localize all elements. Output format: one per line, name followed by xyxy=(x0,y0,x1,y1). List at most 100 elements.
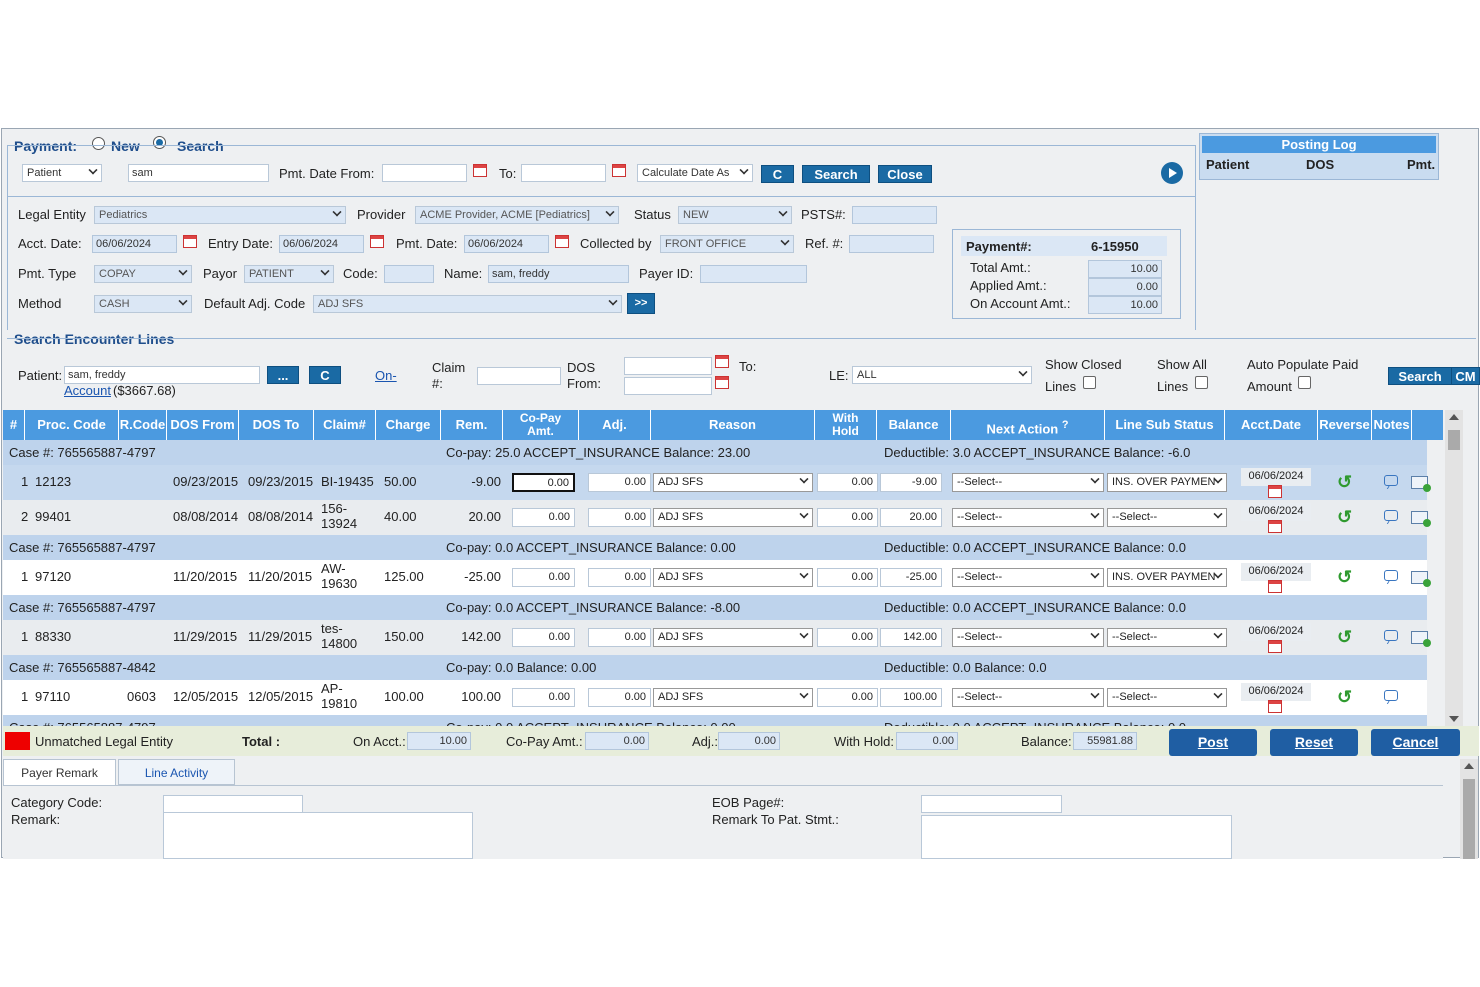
remark-textarea[interactable] xyxy=(163,812,473,859)
ref-input[interactable] xyxy=(849,235,934,253)
status-select[interactable]: NEW xyxy=(678,206,792,224)
show-closed-checkbox[interactable] xyxy=(1083,376,1096,389)
code-input[interactable] xyxy=(384,265,434,283)
legal-entity-select[interactable]: Pediatrics xyxy=(94,206,346,224)
category-code-input[interactable] xyxy=(163,795,303,813)
col-notes[interactable]: Notes xyxy=(1372,410,1412,440)
acct-date-value[interactable]: 06/06/2024 xyxy=(1241,683,1311,701)
search-button[interactable]: Search xyxy=(802,165,870,183)
acct-date-value[interactable]: 06/06/2024 xyxy=(1241,503,1311,521)
next-action-select[interactable]: --Select-- xyxy=(952,473,1104,492)
line-sub-status-select[interactable]: INS. OVER PAYMEN xyxy=(1107,568,1227,587)
copay-input[interactable]: 0.00 xyxy=(512,473,575,492)
pmt-date-from-input[interactable] xyxy=(382,164,467,182)
line-activity-icon[interactable] xyxy=(1411,631,1431,647)
calendar-icon[interactable] xyxy=(1268,700,1282,713)
col-line-sub-status[interactable]: Line Sub Status xyxy=(1105,410,1225,440)
line-activity-icon[interactable] xyxy=(1411,476,1431,492)
line-sub-status-select[interactable]: --Select-- xyxy=(1107,508,1227,527)
payor-select[interactable]: PATIENT xyxy=(244,265,334,283)
calculate-date-select[interactable]: Calculate Date As xyxy=(637,164,753,182)
calendar-icon[interactable] xyxy=(1268,640,1282,653)
reason-select[interactable]: ADJ SFS xyxy=(653,568,813,587)
table-row[interactable]: 1 12123 09/23/2015 09/23/2015 BI-19435 50.00 -… xyxy=(3,465,1431,500)
calendar-icon[interactable] xyxy=(1268,485,1282,498)
calendar-icon[interactable] xyxy=(473,164,487,177)
col-balance[interactable]: Balance xyxy=(877,410,951,440)
reason-select[interactable]: ADJ SFS xyxy=(653,473,813,492)
col-rem[interactable]: Rem. xyxy=(441,410,503,440)
apply-adj-button[interactable]: >> xyxy=(627,293,655,314)
balance-input[interactable]: 142.00 xyxy=(880,628,942,647)
default-adj-select[interactable]: ADJ SFS xyxy=(313,295,622,313)
notes-icon[interactable] xyxy=(1384,510,1398,521)
show-all-checkbox[interactable] xyxy=(1195,376,1208,389)
search-type-select[interactable]: Patient xyxy=(22,164,102,182)
notes-icon[interactable] xyxy=(1384,690,1398,701)
dos-to-input[interactable] xyxy=(624,377,712,395)
col-claim[interactable]: Claim# xyxy=(314,410,376,440)
method-select[interactable]: CASH xyxy=(94,295,192,313)
new-radio[interactable] xyxy=(92,137,105,150)
with-hold-input[interactable]: 0.00 xyxy=(817,688,878,707)
with-hold-input[interactable]: 0.00 xyxy=(817,568,878,587)
reason-select[interactable]: ADJ SFS xyxy=(653,688,813,707)
table-row[interactable]: 1 97110 0603 12/05/2015 12/05/2015 AP- 19810 10… xyxy=(3,680,1427,715)
close-button[interactable]: Close xyxy=(878,165,932,183)
col-num[interactable]: # xyxy=(3,410,25,440)
balance-input[interactable]: 100.00 xyxy=(880,688,942,707)
calendar-icon[interactable] xyxy=(555,235,569,248)
reason-select[interactable]: ADJ SFS xyxy=(653,508,813,527)
next-action-select[interactable]: --Select-- xyxy=(952,508,1104,527)
col-dos-to[interactable]: DOS To xyxy=(239,410,314,440)
copay-input[interactable]: 0.00 xyxy=(512,568,575,587)
reason-select[interactable]: ADJ SFS xyxy=(653,628,813,647)
reverse-icon[interactable]: ↺ xyxy=(1337,507,1353,527)
collected-by-select[interactable]: FRONT OFFICE xyxy=(660,235,794,253)
calendar-icon[interactable] xyxy=(715,355,729,368)
col-charge[interactable]: Charge xyxy=(376,410,441,440)
calendar-icon[interactable] xyxy=(1268,520,1282,533)
with-hold-input[interactable]: 0.00 xyxy=(817,628,878,647)
with-hold-input[interactable]: 0.00 xyxy=(817,508,878,527)
search-text-input[interactable]: sam xyxy=(128,164,269,182)
col-reason[interactable]: Reason xyxy=(651,410,815,440)
name-input[interactable]: sam, freddy xyxy=(488,265,629,283)
line-sub-status-select[interactable]: --Select-- xyxy=(1107,688,1227,707)
help-icon[interactable]: ? xyxy=(1061,419,1069,431)
line-sub-status-select[interactable]: --Select-- xyxy=(1107,628,1227,647)
claim-input[interactable] xyxy=(477,367,561,385)
adj-input[interactable]: 0.00 xyxy=(588,628,651,647)
acct-date-value[interactable]: 06/06/2024 xyxy=(1241,468,1311,486)
patient-lookup-button[interactable]: ... xyxy=(267,366,299,384)
notes-icon[interactable] xyxy=(1384,570,1398,581)
page-scrollbar[interactable] xyxy=(1460,759,1478,859)
remark-pat-textarea[interactable] xyxy=(921,815,1232,859)
notes-icon[interactable] xyxy=(1384,475,1398,486)
calendar-icon[interactable] xyxy=(183,235,197,248)
auto-populate-checkbox[interactable] xyxy=(1298,376,1311,389)
next-action-select[interactable]: --Select-- xyxy=(952,568,1104,587)
payer-id-input[interactable] xyxy=(700,265,807,283)
col-next-action[interactable]: Next Action ? xyxy=(951,410,1105,440)
acct-date-value[interactable]: 06/06/2024 xyxy=(1241,563,1311,581)
grid-scrollbar[interactable] xyxy=(1445,410,1463,726)
table-row[interactable]: 1 88330 11/29/2015 11/29/2015 tes- 14800 150.0… xyxy=(3,620,1431,655)
with-hold-input[interactable]: 0.00 xyxy=(817,473,878,492)
dos-from-input[interactable] xyxy=(624,357,712,375)
col-with-hold[interactable]: With Hold xyxy=(815,410,877,440)
col-rcode[interactable]: R.Code xyxy=(119,410,167,440)
reverse-icon[interactable]: ↺ xyxy=(1337,567,1353,587)
adj-input[interactable]: 0.00 xyxy=(588,568,651,587)
balance-input[interactable]: 20.00 xyxy=(880,508,942,527)
calendar-icon[interactable] xyxy=(370,235,384,248)
acct-date-input[interactable]: 06/06/2024 xyxy=(92,235,177,253)
balance-input[interactable]: -25.00 xyxy=(880,568,942,587)
play-icon[interactable] xyxy=(1161,162,1183,184)
col-acct-date[interactable]: Acct.Date xyxy=(1225,410,1318,440)
pmt-type-select[interactable]: COPAY xyxy=(94,265,192,283)
enc-clear-button[interactable]: C xyxy=(309,366,341,384)
balance-input[interactable]: -9.00 xyxy=(880,473,942,492)
calendar-icon[interactable] xyxy=(612,164,626,177)
tab-payer-remark[interactable]: Payer Remark xyxy=(3,759,116,785)
